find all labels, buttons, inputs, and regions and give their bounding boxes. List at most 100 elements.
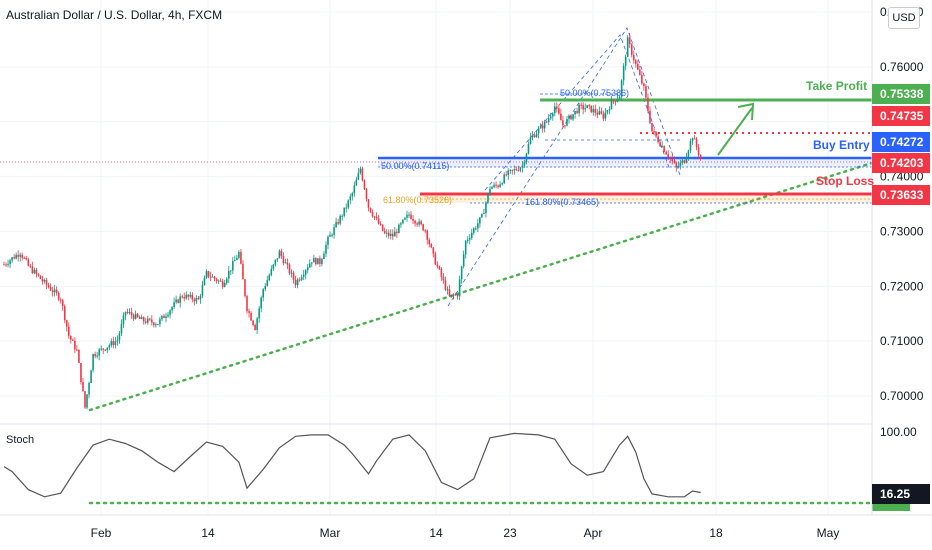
- candle-body: [92, 354, 94, 371]
- candle-body: [523, 161, 526, 166]
- y-tick-label: 0.72000: [880, 279, 924, 293]
- candle-body: [533, 135, 536, 138]
- candle-body: [389, 233, 392, 236]
- candle-body: [308, 263, 311, 268]
- currency-button[interactable]: USD: [888, 7, 920, 29]
- candle-body: [614, 100, 617, 102]
- candle-body: [361, 168, 364, 181]
- candle-body: [25, 258, 28, 260]
- fib-label-entry: 50.00%(0.74115): [381, 161, 450, 171]
- candle-body: [88, 382, 90, 395]
- candle-body: [659, 142, 661, 147]
- x-tick-label: 14: [201, 526, 215, 540]
- candle-body: [592, 108, 595, 113]
- candle-body: [258, 308, 260, 319]
- x-tick-label: 23: [503, 526, 517, 540]
- candle-body: [695, 138, 698, 148]
- x-tick-label: Feb: [91, 526, 112, 540]
- candle-body: [363, 180, 366, 190]
- candle-body: [321, 259, 323, 264]
- candle-body: [387, 232, 390, 236]
- candle-body: [272, 264, 275, 269]
- candle-body: [201, 285, 204, 296]
- candle-body: [432, 247, 435, 254]
- candle-body: [598, 111, 601, 115]
- candle-body: [49, 287, 52, 291]
- candle-body: [339, 215, 341, 224]
- candle-body: [511, 169, 514, 171]
- candle-body: [302, 274, 305, 278]
- candle-body: [525, 153, 528, 162]
- candle-body: [582, 105, 584, 110]
- zigzag-outer: [447, 27, 681, 307]
- candle-body: [618, 96, 621, 99]
- levels: [0, 93, 872, 204]
- candle-body: [171, 307, 173, 311]
- candle-body: [215, 278, 218, 282]
- candle-body: [130, 312, 133, 316]
- candle-body: [444, 280, 447, 290]
- candle-body: [205, 271, 208, 278]
- candle-body: [300, 277, 303, 280]
- candle-body: [284, 262, 287, 264]
- candle-body: [612, 99, 615, 101]
- candle-body: [462, 254, 465, 267]
- x-tick-label: May: [817, 526, 840, 540]
- candle-body: [68, 326, 70, 336]
- candle-body: [430, 244, 433, 248]
- price-tag-last-price: 0.74203: [872, 153, 930, 173]
- candle-body: [286, 262, 289, 265]
- candle-body: [155, 324, 157, 326]
- candle-body: [120, 323, 123, 334]
- candle-body: [282, 256, 285, 264]
- y-tick-label: 0.70000: [880, 389, 924, 403]
- candle-body: [568, 115, 570, 119]
- candle-body: [452, 294, 455, 296]
- candle-body: [450, 294, 453, 297]
- zigzag-inner: [484, 34, 671, 191]
- candle-body: [124, 311, 127, 316]
- candle-body: [45, 279, 48, 285]
- candle-body: [527, 144, 530, 154]
- candle-body: [639, 69, 641, 75]
- candle-body: [460, 266, 463, 280]
- candle-body: [394, 231, 396, 237]
- candle-body: [146, 318, 149, 323]
- candle-body: [163, 315, 165, 319]
- candle-body: [438, 266, 441, 270]
- candle-body: [157, 324, 159, 326]
- candle-body: [416, 223, 418, 225]
- candle-body: [274, 259, 277, 265]
- candle-body: [47, 284, 50, 288]
- candle-body: [359, 168, 362, 173]
- candle-body: [33, 269, 36, 274]
- candle-body: [223, 282, 226, 287]
- candle-body: [572, 114, 574, 120]
- candle-body: [406, 214, 408, 218]
- candle-body: [643, 83, 645, 87]
- candle-body: [402, 219, 404, 224]
- candle-body: [604, 112, 607, 119]
- x-axis: Feb 14 Mar 14 23 Apr 18 May: [0, 514, 932, 540]
- candle-body: [464, 240, 467, 255]
- candle-body: [225, 278, 228, 283]
- candle-body: [635, 60, 637, 64]
- candle-body: [149, 318, 151, 320]
- candle-body: [37, 273, 40, 276]
- candle-body: [197, 297, 200, 300]
- chart-title: Australian Dollar / U.S. Dollar, 4h, FXC…: [6, 8, 223, 22]
- candle-body: [304, 270, 307, 275]
- candle-body: [529, 137, 532, 145]
- candle-body: [570, 115, 572, 120]
- candle-body: [331, 234, 333, 236]
- candle-body: [189, 294, 192, 297]
- candle-body: [252, 320, 254, 325]
- candle-body: [667, 154, 669, 158]
- candle-body: [428, 239, 431, 245]
- candle-body: [9, 260, 11, 265]
- candle-body: [375, 216, 378, 219]
- candle-body: [580, 104, 582, 106]
- candle-body: [349, 196, 352, 201]
- candle-body: [195, 297, 198, 302]
